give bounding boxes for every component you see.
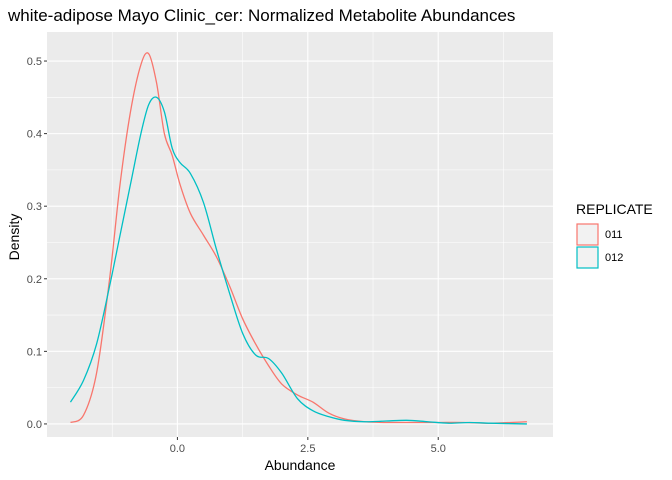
legend-key-012 — [576, 246, 599, 269]
y-tick-label: 0.4 — [27, 129, 42, 141]
density-curve-012 — [69, 96, 527, 425]
y-tick-label: 0.2 — [27, 274, 42, 286]
density-curves — [69, 52, 527, 425]
y-tick-label: 0.0 — [27, 419, 42, 431]
minor-gridlines — [47, 32, 553, 437]
y-tick-label: 0.5 — [27, 56, 42, 68]
legend-label-011: 011 — [605, 229, 623, 241]
density-curve-011 — [70, 52, 527, 424]
x-axis-ticks: 0.0 2.5 5.0 — [170, 437, 446, 455]
y-tick-label: 0.1 — [27, 346, 42, 358]
legend-key-011 — [576, 223, 599, 246]
x-tick-label: 5.0 — [431, 443, 446, 455]
y-axis-ticks: 0.0 0.1 0.2 0.3 0.4 0.5 — [27, 56, 47, 431]
x-tick-label: 2.5 — [300, 443, 315, 455]
plot-panel — [47, 32, 553, 437]
legend-label-012: 012 — [605, 252, 623, 264]
legend-title: REPLICATE — [576, 201, 653, 217]
x-axis-title: Abundance — [265, 457, 336, 473]
major-gridlines — [47, 32, 553, 437]
x-tick-label: 0.0 — [170, 443, 185, 455]
legend: 011 012 — [576, 223, 623, 269]
y-tick-label: 0.3 — [27, 201, 42, 213]
chart-title: white-adipose Mayo Clinic_cer: Normalize… — [7, 6, 515, 25]
y-axis-title: Density — [6, 214, 22, 261]
